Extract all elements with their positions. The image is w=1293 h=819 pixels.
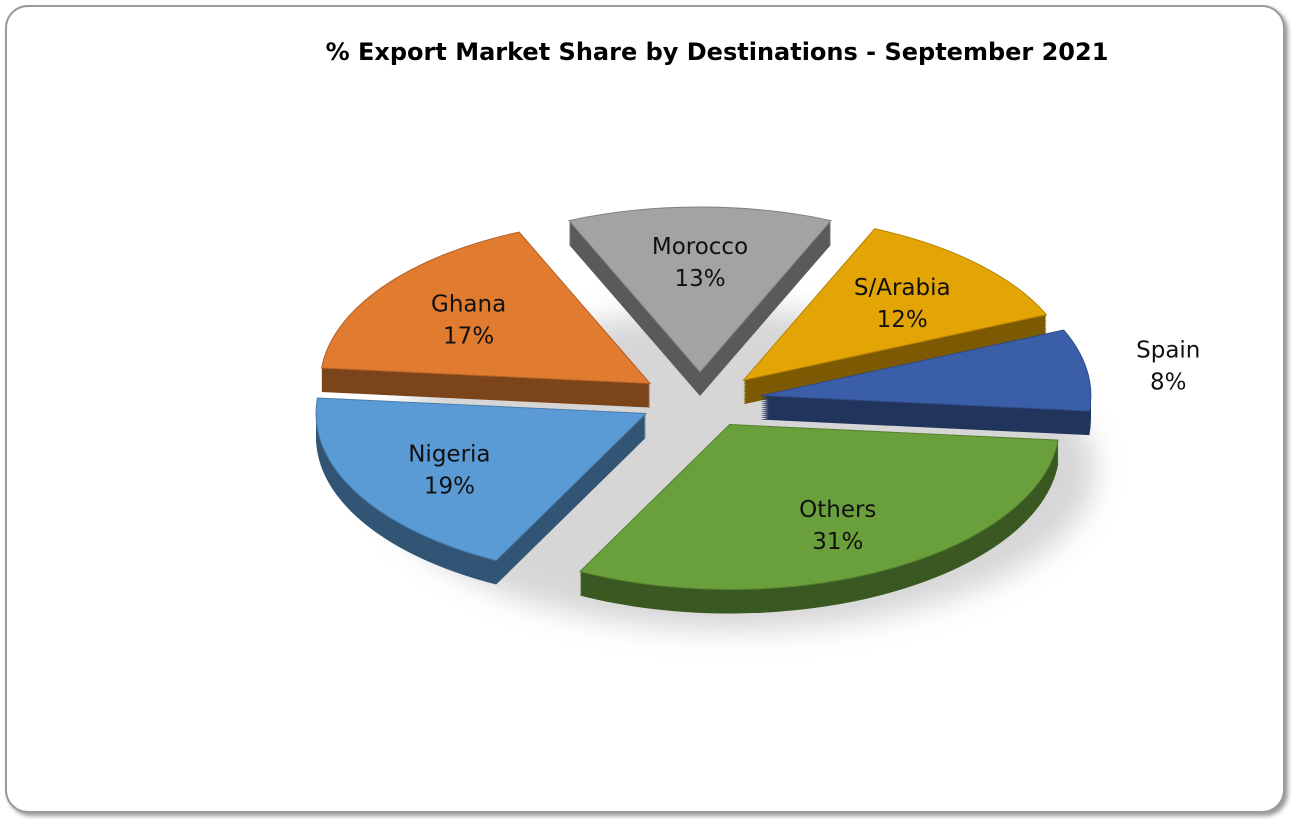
value-label: 12% [877,307,928,333]
pie-slices [315,206,1092,591]
slice [568,206,832,373]
slice-label: Morocco [652,234,748,260]
value-label: 8% [1150,369,1187,395]
pie-labels: Morocco 13% S/Arabia 12% Spain 8% Others 31% Nig… [408,234,1200,555]
slice [578,424,1059,591]
slice-label: Nigeria [408,442,490,468]
slice-label: S/Arabia [854,275,951,301]
value-label: 31% [812,529,863,555]
value-label: 13% [674,266,725,292]
slice-label: Spain [1136,337,1200,363]
slice [742,228,1048,382]
slice-label: Others [799,497,876,523]
slice [321,231,652,385]
slice [760,329,1092,412]
slice-label: Ghana [431,292,506,318]
value-label: 19% [424,474,475,500]
chart-title: % Export Market Share by Destinations - … [326,38,1109,66]
value-label: 17% [443,324,494,350]
slice [315,397,648,562]
